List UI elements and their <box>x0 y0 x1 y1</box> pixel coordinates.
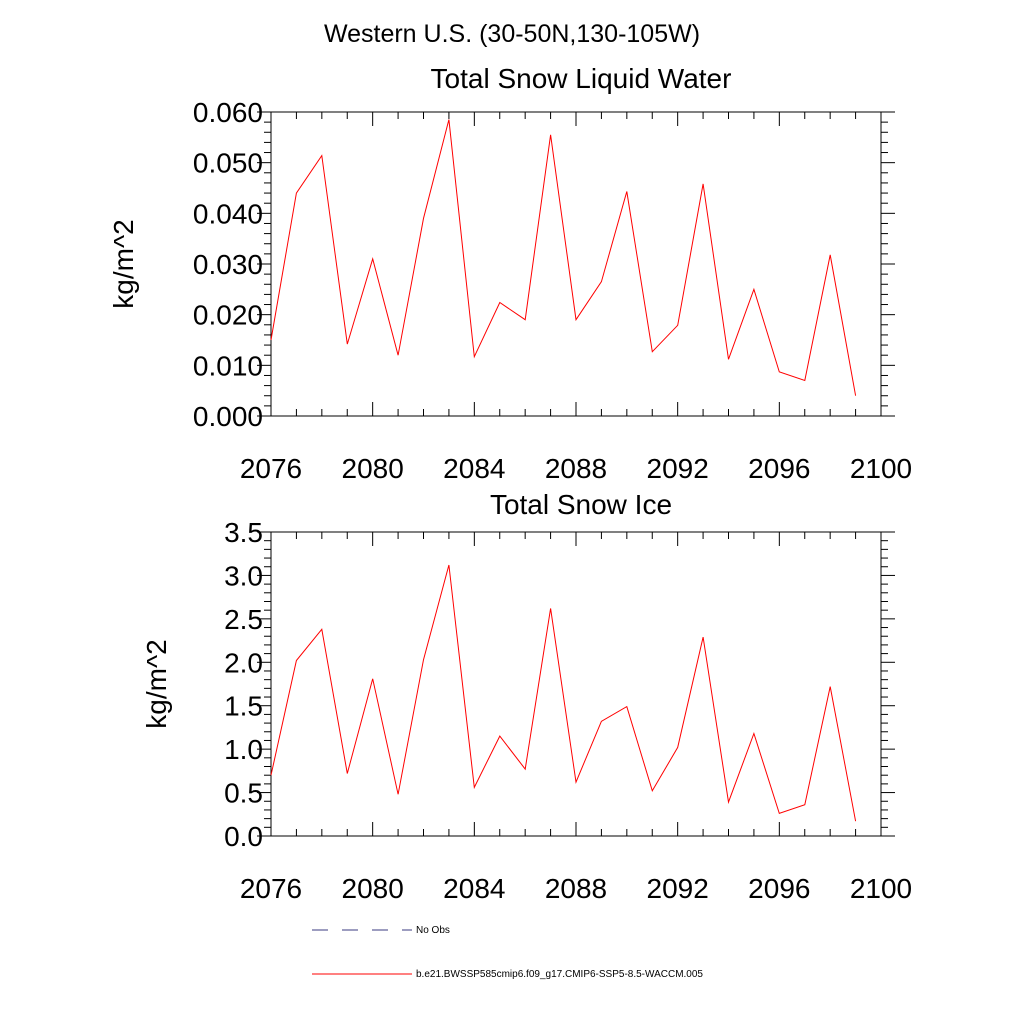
x-tick-label: 2084 <box>443 453 505 484</box>
chart-panel-snow-liquid-water: Total Snow Liquid Water kg/m^2 2076 2080 208… <box>108 63 912 484</box>
x-tick-label: 2088 <box>545 453 607 484</box>
y-tick-label: 0.0 <box>224 821 263 852</box>
legend-label-model: b.e21.BWSSP585cmip6.f09_g17.CMIP6-SSP5-8… <box>416 969 703 980</box>
y-tick-label: 1.0 <box>224 734 263 765</box>
x-tick-label: 2092 <box>647 453 709 484</box>
figure-title: Western U.S. (30-50N,130-105W) <box>324 20 700 48</box>
y-tick-label: 0.040 <box>193 198 263 229</box>
x-tick-label: 2100 <box>850 453 912 484</box>
y-tick-label: 0.020 <box>193 300 263 331</box>
x-tick-label: 2092 <box>647 873 709 904</box>
legend: No Obs b.e21.BWSSP585cmip6.f09_g17.CMIP6… <box>312 925 703 980</box>
y-tick-label: 2.5 <box>224 604 263 635</box>
x-tick-label: 2076 <box>240 873 302 904</box>
y-tick-label: 0.050 <box>193 148 263 179</box>
x-tick-label: 2076 <box>240 453 302 484</box>
x-tick-label: 2088 <box>545 873 607 904</box>
x-tick-label: 2096 <box>748 873 810 904</box>
chart-title: Total Snow Liquid Water <box>431 63 732 94</box>
y-tick-label: 0.010 <box>193 350 263 381</box>
y-tick-label: 1.5 <box>224 691 263 722</box>
y-tick-label: 3.0 <box>224 560 263 591</box>
legend-label-no-obs: No Obs <box>416 925 450 936</box>
y-tick-label: 2.0 <box>224 647 263 678</box>
y-tick-label: 3.5 <box>224 517 263 548</box>
plot-frame <box>270 531 882 837</box>
x-tick-label: 2080 <box>342 453 404 484</box>
x-tick-label: 2084 <box>443 873 505 904</box>
chart-title: Total Snow Ice <box>490 489 672 520</box>
y-tick-label: 0.000 <box>193 401 263 432</box>
x-tick-label: 2100 <box>850 873 912 904</box>
y-tick-label: 0.060 <box>193 97 263 128</box>
series-line <box>270 119 857 396</box>
y-axis-label: kg/m^2 <box>141 639 172 728</box>
plot-frame <box>270 111 882 417</box>
y-tick-label: 0.030 <box>193 249 263 280</box>
y-tick-label: 0.5 <box>224 778 263 809</box>
series-line <box>270 564 857 822</box>
chart-panel-snow-ice: Total Snow Ice kg/m^2 2076 2080 2084 2088 2092… <box>141 489 912 904</box>
x-tick-label: 2096 <box>748 453 810 484</box>
y-axis-label: kg/m^2 <box>108 219 139 308</box>
x-tick-label: 2080 <box>342 873 404 904</box>
